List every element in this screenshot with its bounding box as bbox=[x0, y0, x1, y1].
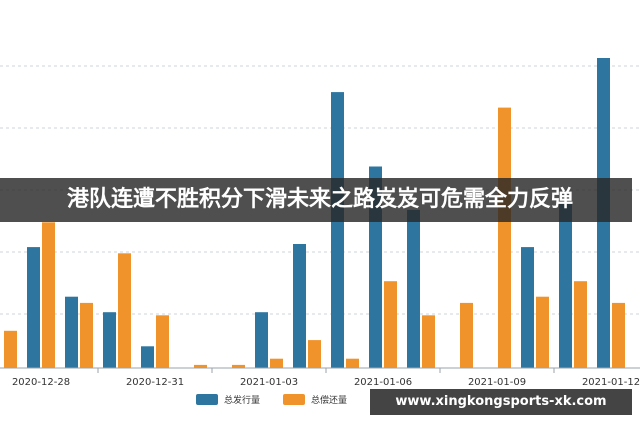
bar-series-2-2021-01-07 bbox=[422, 315, 435, 368]
legend-swatch-series-2 bbox=[283, 394, 305, 405]
legend-label-series-2: 总偿还量 bbox=[311, 394, 347, 406]
bar-series-2-2021-01-01 bbox=[194, 364, 207, 368]
bar-series-1-2021-01-03 bbox=[255, 312, 268, 368]
legend-swatch-series-1 bbox=[196, 394, 218, 405]
bar-series-1-2021-01-10 bbox=[521, 247, 534, 368]
bar-series-1-2021-01-07 bbox=[407, 209, 420, 368]
legend-label-series-1: 总发行量 bbox=[224, 394, 260, 406]
bar-series-1-2021-01-11 bbox=[559, 203, 572, 368]
bar-series-2-2021-01-09 bbox=[498, 107, 511, 368]
bar-series-2-2021-01-04 bbox=[308, 340, 321, 368]
bar-series-2-2021-01-12 bbox=[612, 302, 625, 368]
bar-series-1-2020-12-28 bbox=[27, 247, 40, 368]
bar-series-1-2021-01-05 bbox=[331, 92, 344, 368]
x-tick-label: 2021-01-03 bbox=[240, 377, 298, 388]
bar-series-1-2021-01-04 bbox=[293, 244, 306, 368]
legend: 总发行量 总偿还量 bbox=[196, 394, 347, 406]
bar-series-2-2021-01-03 bbox=[270, 358, 283, 368]
x-tick-label: 2020-12-31 bbox=[126, 377, 184, 388]
x-axis-ticks: 2020-12-28 2020-12-31 2021-01-03 2021-01-06… bbox=[12, 368, 640, 388]
bar-series-2-2021-01-06 bbox=[384, 281, 397, 368]
x-tick-label: 2020-12-28 bbox=[12, 377, 70, 388]
bar-series-2-2021-01-08 bbox=[460, 302, 473, 368]
bar-series-2-2021-01-02 bbox=[232, 364, 245, 368]
x-tick-label: 2021-01-09 bbox=[468, 377, 526, 388]
bar-series-1-2020-12-30 bbox=[103, 312, 116, 368]
bar-series-2-2020-12-28 bbox=[42, 222, 55, 368]
bar-series-2-2021-01-05 bbox=[346, 358, 359, 368]
bar-series-2-2020-12-30 bbox=[118, 253, 131, 368]
x-tick-label: 2021-01-06 bbox=[354, 377, 412, 388]
title-banner bbox=[0, 178, 632, 222]
watermark-url: www.xingkongsports-xk.com bbox=[370, 389, 632, 415]
bar-series-1-2020-12-29 bbox=[65, 296, 78, 368]
bar-series-2-2020-12-29 bbox=[80, 302, 93, 368]
x-tick-label: 2021-01-12 bbox=[582, 377, 640, 388]
bar-series-2-2021-01-10 bbox=[536, 296, 549, 368]
bar-series-2-2020-12-31 bbox=[156, 315, 169, 368]
title-banner-text: 港队连遭不胜积分下滑未来之路岌岌可危需全力反弹 bbox=[66, 187, 573, 212]
bar-series-2-2020-12-27 bbox=[4, 330, 17, 368]
bar-series-2-2021-01-11 bbox=[574, 281, 587, 368]
bar-series-1-2020-12-31 bbox=[141, 346, 154, 368]
